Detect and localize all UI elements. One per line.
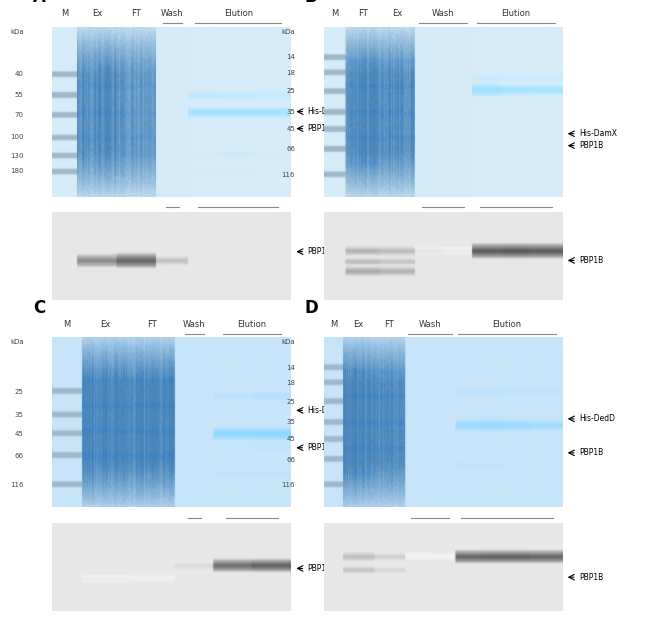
Text: A: A <box>33 0 46 6</box>
Text: FT: FT <box>358 9 368 18</box>
Text: Ex: Ex <box>92 9 102 18</box>
Text: kDa: kDa <box>10 340 24 345</box>
Text: 25: 25 <box>286 88 295 94</box>
Text: PBP1A: PBP1A <box>308 443 332 452</box>
Text: Wash: Wash <box>183 320 205 329</box>
Text: Elution: Elution <box>502 9 530 18</box>
Text: PBP1B: PBP1B <box>579 573 604 582</box>
Text: Ex: Ex <box>100 320 111 329</box>
Text: FT: FT <box>385 320 394 329</box>
Text: D: D <box>305 299 318 317</box>
Text: 14: 14 <box>286 365 295 371</box>
Text: 18: 18 <box>286 70 295 75</box>
Text: 25: 25 <box>15 389 24 395</box>
Text: 35: 35 <box>286 108 295 115</box>
Text: M: M <box>63 320 71 329</box>
Text: 18: 18 <box>286 380 295 386</box>
Text: His-DedD: His-DedD <box>579 414 615 424</box>
Text: Ex: Ex <box>353 320 364 329</box>
Text: PBP1B: PBP1B <box>579 141 604 150</box>
Text: 116: 116 <box>282 171 295 178</box>
Text: 45: 45 <box>15 431 24 437</box>
Text: PBP1A: PBP1A <box>308 564 332 573</box>
Text: 35: 35 <box>15 412 24 419</box>
Text: M: M <box>330 320 337 329</box>
Text: 45: 45 <box>286 436 295 442</box>
Text: Elution: Elution <box>237 320 266 329</box>
Text: 40: 40 <box>15 71 24 77</box>
Text: C: C <box>33 299 46 317</box>
Text: kDa: kDa <box>281 340 295 345</box>
Text: PBP1A: PBP1A <box>308 247 332 256</box>
Text: Wash: Wash <box>419 320 441 329</box>
Text: 25: 25 <box>286 399 295 405</box>
Text: Elution: Elution <box>492 320 521 329</box>
Text: kDa: kDa <box>10 29 24 35</box>
Text: 180: 180 <box>10 168 24 174</box>
Text: PBP1B: PBP1B <box>579 449 604 457</box>
Text: His-DedD: His-DedD <box>308 406 344 415</box>
Text: 70: 70 <box>14 112 24 118</box>
Text: 14: 14 <box>286 54 295 60</box>
Text: Wash: Wash <box>161 9 184 18</box>
Text: 66: 66 <box>286 146 295 152</box>
Text: 66: 66 <box>286 457 295 463</box>
Text: PBP1B: PBP1B <box>579 256 604 265</box>
Text: Wash: Wash <box>432 9 455 18</box>
Text: PBP1A: PBP1A <box>308 124 332 133</box>
Text: 100: 100 <box>10 134 24 140</box>
Text: FT: FT <box>131 9 141 18</box>
Text: Ex: Ex <box>392 9 402 18</box>
Text: Elution: Elution <box>224 9 253 18</box>
Text: 45: 45 <box>286 126 295 131</box>
Text: His-DamX: His-DamX <box>308 107 346 116</box>
Text: 35: 35 <box>286 419 295 426</box>
Text: 66: 66 <box>14 454 24 459</box>
Text: 55: 55 <box>15 92 24 98</box>
Text: B: B <box>305 0 317 6</box>
Text: FT: FT <box>147 320 157 329</box>
Text: kDa: kDa <box>281 29 295 35</box>
Text: His-DamX: His-DamX <box>579 129 617 138</box>
Text: 130: 130 <box>10 153 24 159</box>
Text: M: M <box>61 9 69 18</box>
Text: 116: 116 <box>282 482 295 488</box>
Text: 116: 116 <box>10 482 24 488</box>
Text: M: M <box>331 9 338 18</box>
